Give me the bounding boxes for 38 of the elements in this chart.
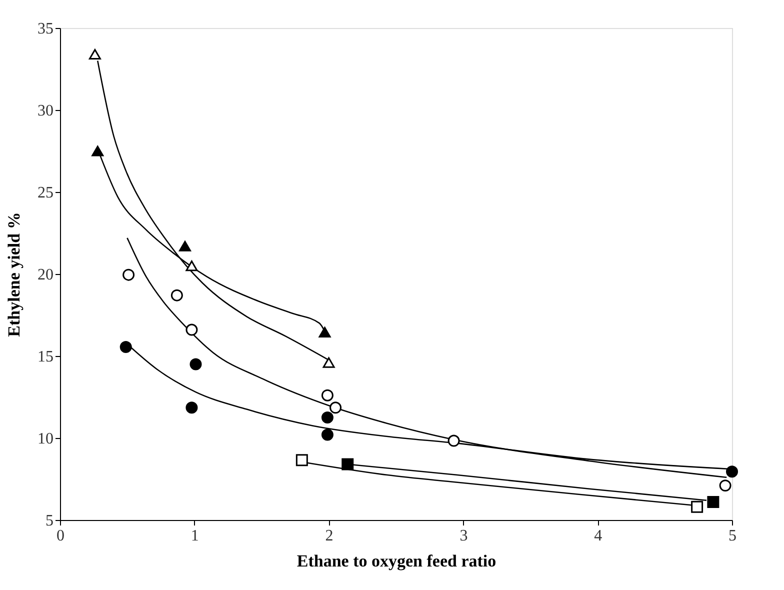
y-tick-label: 5 [46, 512, 54, 530]
y-axis-title: Ethylene yield % [4, 212, 24, 337]
point [88, 48, 101, 60]
point [186, 260, 198, 272]
point [186, 402, 198, 414]
point [321, 412, 334, 424]
point [719, 480, 732, 492]
point [321, 428, 334, 441]
point [318, 326, 331, 338]
point [92, 146, 104, 156]
point [296, 454, 308, 466]
y-tick-label: 10 [38, 430, 54, 448]
point [120, 340, 132, 353]
point [691, 500, 704, 513]
point [321, 389, 334, 402]
point [170, 289, 183, 302]
y-tick-label: 25 [38, 184, 54, 202]
x-tick-label: 3 [460, 528, 468, 544]
x-axis-title: Ethane to oxygen feed ratio [296, 552, 496, 570]
point [322, 357, 335, 368]
x-tick-label: 2 [325, 528, 334, 544]
point [186, 324, 198, 336]
x-tick-label: 0 [56, 528, 64, 544]
point [179, 240, 191, 252]
point [707, 496, 720, 508]
point [448, 434, 460, 447]
y-tick-label: 20 [38, 266, 54, 284]
x-tick-label: 4 [594, 528, 602, 544]
y-tick-label: 15 [38, 348, 54, 366]
point [190, 358, 202, 370]
point [122, 268, 135, 281]
x-tick-label: 5 [728, 528, 736, 544]
point [330, 402, 342, 414]
x-tick-label: 1 [190, 528, 199, 544]
y-tick-label: 30 [38, 102, 54, 120]
y-tick-label: 35 [38, 20, 54, 38]
point [342, 458, 354, 470]
point [726, 466, 738, 478]
